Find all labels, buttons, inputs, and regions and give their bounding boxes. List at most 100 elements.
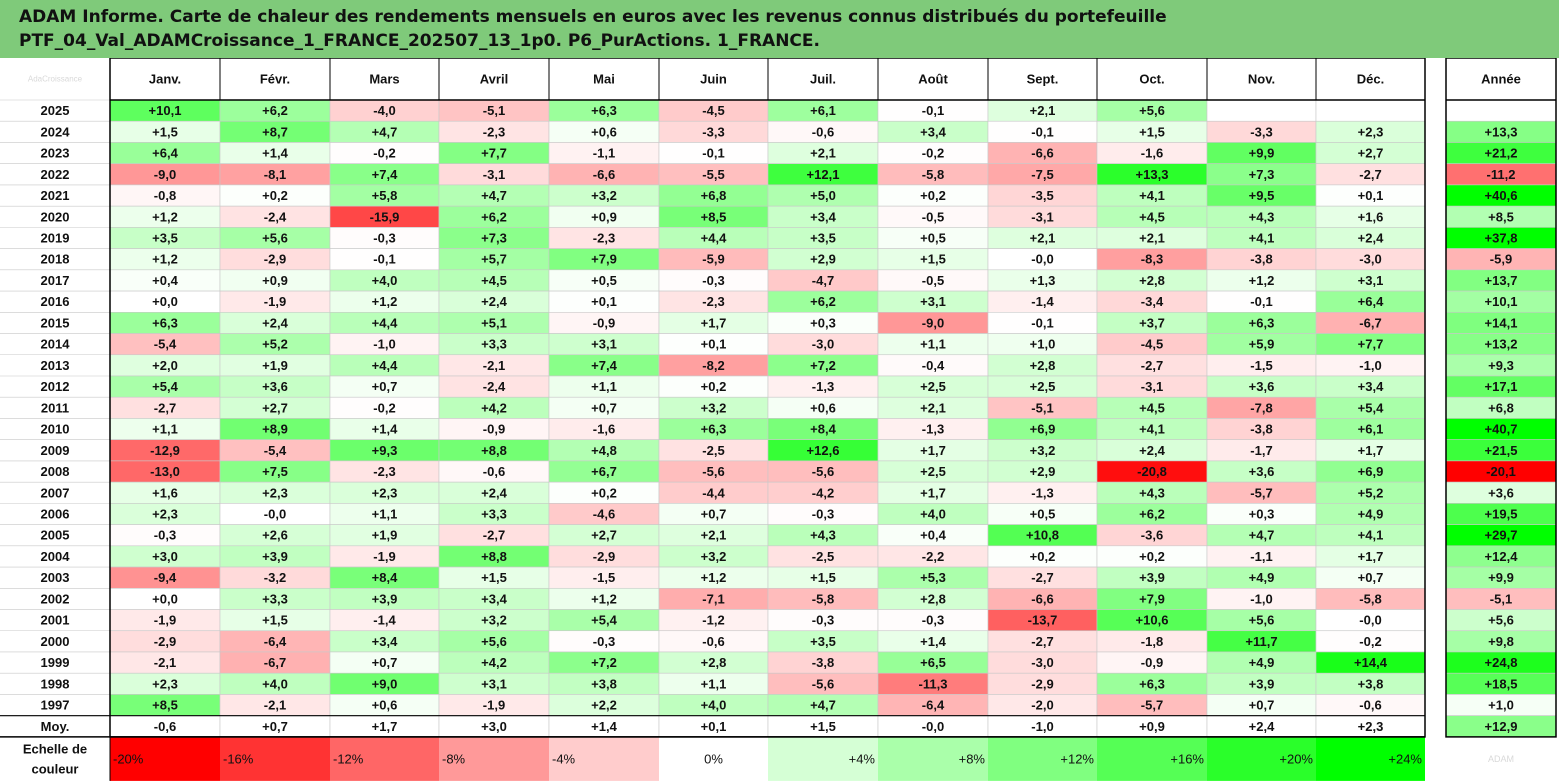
- cell-value: +1,4: [372, 422, 398, 437]
- column-header-cell: [110, 58, 220, 100]
- column-header-3: Avril: [480, 72, 508, 87]
- cell-value: +0,2: [701, 379, 727, 394]
- cell-value: +4,1: [1139, 188, 1165, 203]
- cell-value: -1,9: [483, 698, 505, 713]
- cell-value: -3,1: [1141, 379, 1163, 394]
- cell-value: -4,2: [812, 485, 834, 500]
- row-label: 2016: [41, 294, 70, 309]
- cell-value: +4,4: [372, 315, 398, 330]
- column-header-11: Déc.: [1357, 72, 1384, 87]
- cell-value: +5,3: [920, 570, 946, 585]
- row-label: 2006: [41, 506, 70, 521]
- report-title-line2: PTF_04_Val_ADAMCroissance_1_FRANCE_20250…: [19, 31, 820, 51]
- cell-value: -2,7: [483, 528, 505, 543]
- row-label: 2011: [41, 400, 69, 415]
- cell-value: -1,0: [373, 337, 395, 352]
- cell-value: -1,0: [1031, 719, 1053, 734]
- cell-value: +0,1: [591, 294, 617, 309]
- cell-value: +7,4: [591, 358, 617, 373]
- scale-step-label: +12%: [1060, 751, 1094, 766]
- cell-value: +1,1: [701, 676, 727, 691]
- cell-value: +3,0: [152, 549, 178, 564]
- year-total-value: +3,6: [1488, 485, 1514, 500]
- cell-value: -1,9: [373, 549, 395, 564]
- cell-value: -2,9: [264, 252, 286, 267]
- row-label: 2024: [41, 124, 71, 139]
- cell-value: +2,1: [810, 146, 836, 161]
- cell-value: +0,7: [262, 719, 288, 734]
- year-total-value: +5,6: [1488, 613, 1514, 628]
- cell-value: -0,2: [1359, 634, 1381, 649]
- cell-value: -1,5: [593, 570, 615, 585]
- average-row-label: Moy.: [41, 719, 70, 734]
- cell-value: -11,3: [919, 676, 948, 691]
- scale-swatch: [220, 736, 330, 781]
- cell-value: +1,9: [372, 528, 398, 543]
- cell-value: -5,7: [1250, 485, 1272, 500]
- column-header-cell: [659, 58, 768, 100]
- cell-value: +0,6: [591, 124, 617, 139]
- cell-value: +3,9: [1139, 570, 1165, 585]
- cell-value: +2,8: [920, 591, 946, 606]
- scale-label-line2: couleur: [32, 761, 79, 776]
- cell-value: +1,5: [810, 719, 836, 734]
- cell-value: +8,4: [810, 422, 836, 437]
- year-total-value: +6,8: [1488, 400, 1514, 415]
- cell-value: +0,0: [152, 591, 178, 606]
- year-total-value: +9,9: [1488, 570, 1514, 585]
- cell-value: -3,1: [1031, 209, 1053, 224]
- cell-value: +2,1: [1030, 103, 1056, 118]
- cell-value: +0,7: [1249, 698, 1275, 713]
- cell-value: +2,3: [152, 506, 178, 521]
- row-label: 2019: [41, 230, 70, 245]
- year-total-value: +9,3: [1488, 358, 1514, 373]
- year-total-value: -5,1: [1490, 591, 1512, 606]
- cell-value: +5,2: [262, 337, 288, 352]
- cell-value: +0,9: [591, 209, 617, 224]
- cell-value: +5,6: [1139, 103, 1165, 118]
- cell-value: -1,3: [1031, 485, 1053, 500]
- cell-value: +2,5: [920, 464, 946, 479]
- column-header-cell: [1097, 58, 1207, 100]
- cell-value: +1,7: [920, 485, 946, 500]
- cell-value: +4,0: [701, 698, 727, 713]
- year-total-value: +21,5: [1485, 443, 1518, 458]
- cell-value: +4,4: [701, 230, 727, 245]
- cell-value: -2,7: [1141, 358, 1163, 373]
- cell-value: +1,9: [262, 358, 288, 373]
- cell-value: +4,7: [481, 188, 507, 203]
- cell-value: -2,2: [922, 549, 944, 564]
- cell-value: +6,3: [1139, 676, 1165, 691]
- cell-value: -5,6: [812, 676, 834, 691]
- cell-value: -0,1: [1031, 315, 1053, 330]
- cell-value: -0,5: [922, 273, 944, 288]
- cell-value: -3,8: [1250, 422, 1272, 437]
- cell-value: +3,1: [591, 337, 617, 352]
- cell-value: -5,6: [812, 464, 834, 479]
- cell-value: -12,9: [150, 443, 180, 458]
- cell-value: +6,2: [810, 294, 836, 309]
- cell-value: +0,2: [1139, 549, 1165, 564]
- cell-value: +5,8: [372, 188, 398, 203]
- cell-value: +3,5: [810, 634, 836, 649]
- cell-value: +2,4: [1139, 443, 1165, 458]
- cell-value: -6,6: [593, 167, 615, 182]
- cell-value: +1,6: [1358, 209, 1384, 224]
- cell-value: -7,8: [1250, 400, 1272, 415]
- cell-value: -3,8: [812, 655, 834, 670]
- cell-value: -4,5: [702, 103, 724, 118]
- column-header-10: Nov.: [1248, 72, 1275, 87]
- cell-value: -2,7: [154, 400, 176, 415]
- cell-value: -4,6: [593, 506, 615, 521]
- cell-value: -13,7: [1028, 613, 1058, 628]
- cell-value: -2,4: [264, 209, 287, 224]
- cell-value: +8,8: [481, 443, 507, 458]
- year-total-value: +12,9: [1485, 719, 1518, 734]
- cell-value: +6,1: [1358, 422, 1384, 437]
- cell-value: -5,8: [1359, 591, 1381, 606]
- cell-value: -0,6: [812, 124, 834, 139]
- column-header-cell: [220, 58, 330, 100]
- cell-value: -3,5: [1031, 188, 1053, 203]
- cell-value: +6,2: [481, 209, 507, 224]
- cell-value: +3,4: [920, 124, 946, 139]
